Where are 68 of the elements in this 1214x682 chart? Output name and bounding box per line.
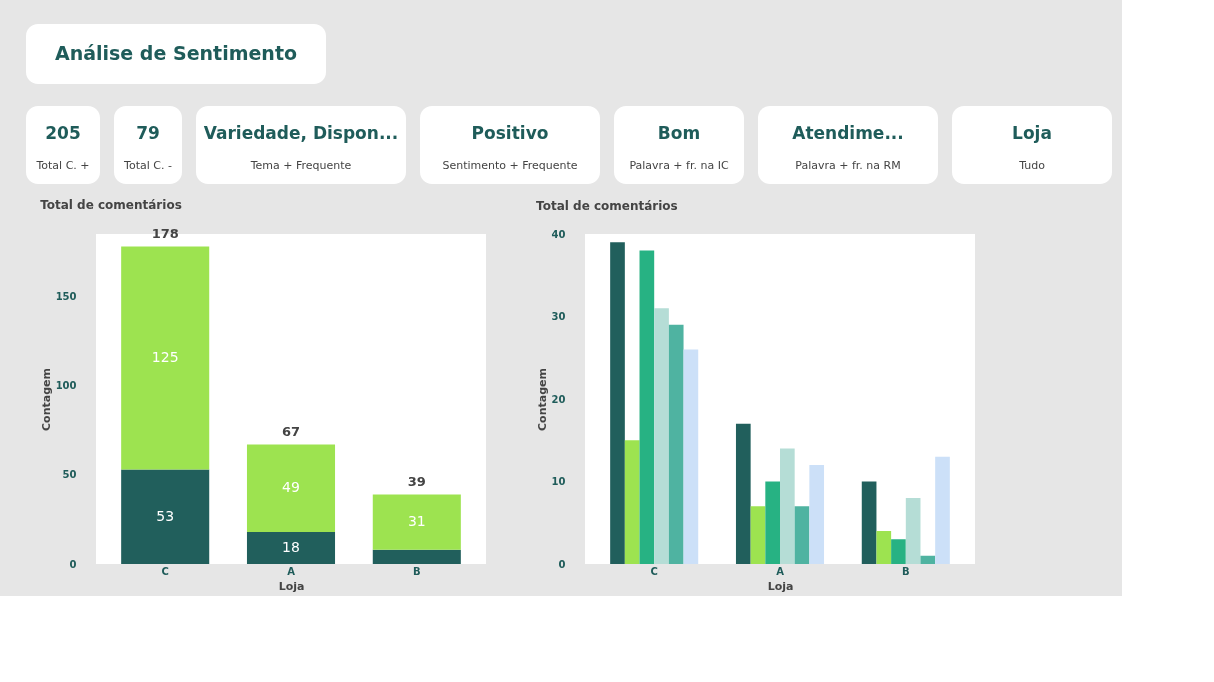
y-tick-label: 10 <box>551 476 566 487</box>
bar <box>794 506 810 564</box>
text: Sentimento + Frequente <box>442 159 578 172</box>
x-tick-label: C <box>650 565 658 577</box>
data-label: 125 <box>151 348 179 365</box>
x-tick-label: A <box>776 565 785 577</box>
data-label: 31 <box>407 513 426 530</box>
chart-title: Total de comentários <box>536 199 678 213</box>
bar <box>610 242 625 564</box>
bar <box>624 440 640 564</box>
y-axis-title: Contagem <box>39 368 53 431</box>
text: 205 <box>45 123 81 143</box>
text: Análise de Sentimento <box>54 42 298 64</box>
text: 79 <box>136 123 160 143</box>
text: Positivo <box>471 123 549 143</box>
bar <box>372 549 461 564</box>
bar <box>809 465 825 564</box>
text: Tema + Frequente <box>249 159 352 172</box>
bar <box>861 481 877 564</box>
data-label: 49 <box>282 479 300 496</box>
total-label: 67 <box>281 424 301 440</box>
bar <box>735 423 751 564</box>
text: Total C. + <box>35 159 90 172</box>
data-label: 53 <box>156 507 175 524</box>
total-label: 39 <box>407 474 426 490</box>
bar <box>780 448 795 564</box>
x-tick-label: C <box>161 565 169 577</box>
bar <box>891 539 906 564</box>
bar <box>639 250 655 564</box>
bar <box>654 308 669 564</box>
y-tick-label: 0 <box>558 558 566 570</box>
y-tick-label: 50 <box>62 469 77 481</box>
bar <box>121 246 210 470</box>
bar <box>920 555 936 564</box>
bar <box>372 494 461 550</box>
y-tick-label: 100 <box>55 380 77 392</box>
text: Atendime... <box>792 123 904 143</box>
text: Loja <box>1012 123 1052 143</box>
y-tick-label: 30 <box>551 311 566 322</box>
total-label: 178 <box>151 226 179 242</box>
text: Variedade, Dispon... <box>203 123 399 143</box>
y-tick-label: 20 <box>551 393 566 405</box>
x-axis-title: Loja <box>278 579 305 593</box>
bar <box>876 531 892 564</box>
bar <box>668 324 684 564</box>
x-axis-title: Loja <box>767 579 794 593</box>
bar <box>246 531 336 564</box>
bar <box>935 456 950 564</box>
text: Palavra + fr. na IC <box>629 159 729 172</box>
text: Bom <box>657 123 701 143</box>
bar <box>750 506 766 564</box>
chart-title: Total de comentários <box>40 198 182 213</box>
x-tick-label: A <box>287 565 296 577</box>
y-axis-title: Contagem <box>535 368 549 431</box>
bar <box>246 444 336 532</box>
y-tick-label: 40 <box>551 228 566 240</box>
bar <box>765 481 780 564</box>
bar <box>905 498 921 564</box>
y-tick-label: 0 <box>69 558 77 570</box>
bar <box>121 469 210 564</box>
y-tick-label: 150 <box>55 290 77 302</box>
x-tick-label: B <box>412 565 421 577</box>
text: Palavra + fr. na RM <box>795 159 901 172</box>
text: Total C. - <box>123 159 172 172</box>
x-tick-label: B <box>901 565 910 577</box>
data-label: 18 <box>282 538 300 555</box>
text: Tudo <box>1018 159 1046 172</box>
bar <box>683 349 699 564</box>
